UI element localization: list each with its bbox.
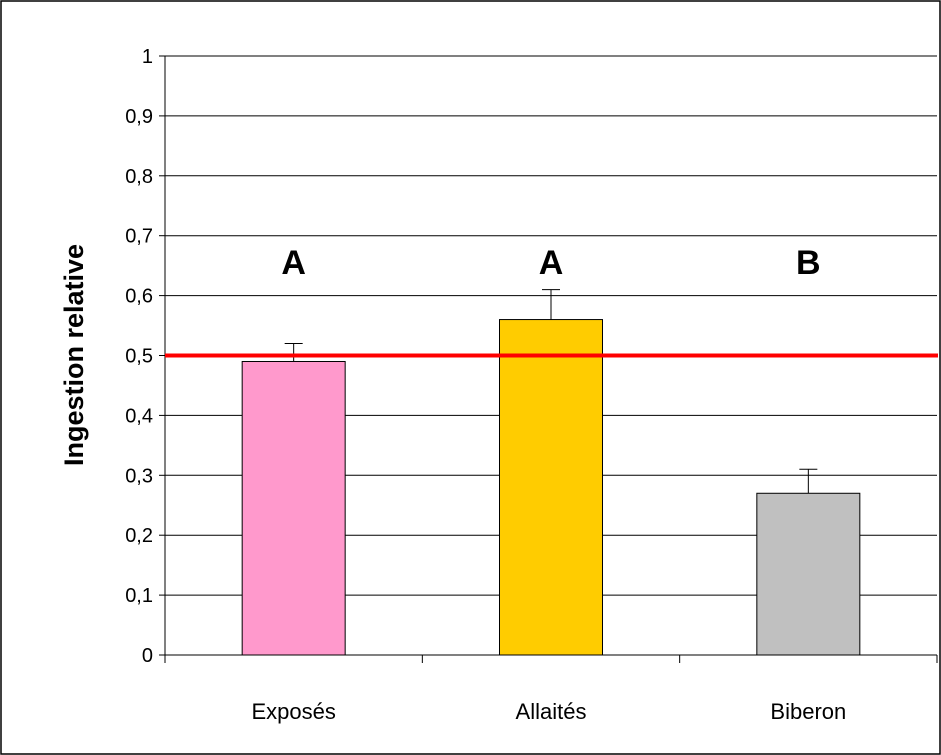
y-tick-label: 0,9 xyxy=(125,106,153,128)
bar xyxy=(499,319,603,656)
bars xyxy=(241,289,861,656)
y-tick-label: 0,5 xyxy=(125,346,153,368)
significance-label: B xyxy=(796,244,821,282)
y-tick-label: 0,4 xyxy=(125,405,153,427)
y-tick-label: 0,1 xyxy=(125,585,153,607)
y-tick-label: 0,6 xyxy=(125,286,153,308)
y-tick-label: 1 xyxy=(142,46,153,68)
labels: Exposés A Allaités A Biberon B xyxy=(251,244,846,724)
y-tick-label: 0,2 xyxy=(125,525,153,547)
x-category-label: Exposés xyxy=(251,699,335,724)
x-category-label: Allaités xyxy=(516,699,587,724)
axes: 0 0,1 0,2 0,3 0,4 0,5 0,6 0,7 0,8 0,9 1 xyxy=(125,46,938,667)
y-axis-title: Ingestion relative xyxy=(59,244,89,466)
y-tick-label: 0,7 xyxy=(125,226,153,248)
significance-label: A xyxy=(281,244,306,282)
y-tick-label: 0,3 xyxy=(125,465,153,487)
bar xyxy=(241,360,346,656)
bar xyxy=(756,492,861,656)
significance-label: A xyxy=(539,244,564,282)
x-category-label: Biberon xyxy=(770,699,846,724)
y-tick-label: 0 xyxy=(142,645,153,667)
y-tick-label: 0,8 xyxy=(125,166,153,188)
